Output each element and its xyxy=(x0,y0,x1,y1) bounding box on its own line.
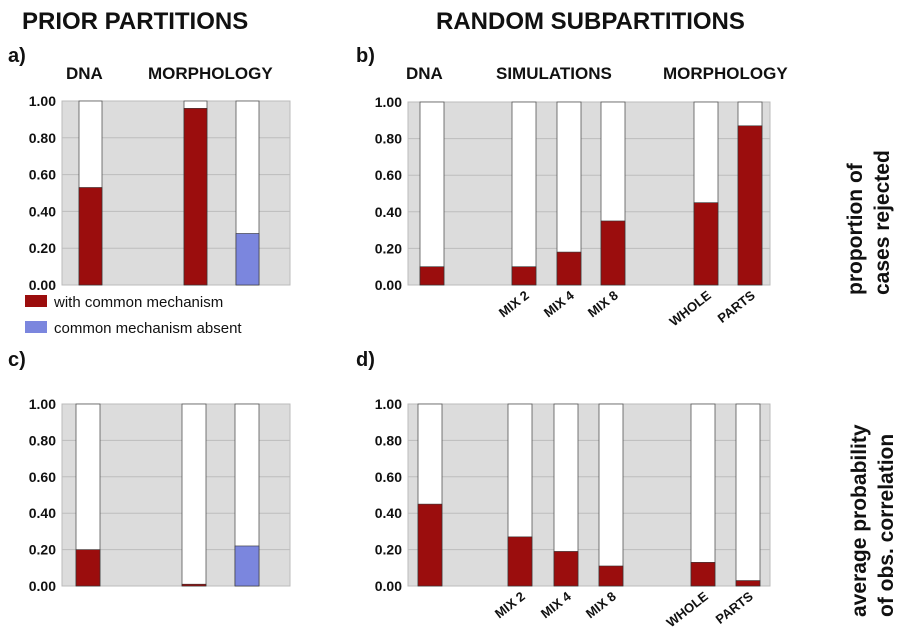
panels: a)DNA MORPHOLOGY0.000.200.400.600.801.00b… xyxy=(8,45,788,630)
panel-label-b: b) xyxy=(356,45,375,67)
y-tick-label: 0.60 xyxy=(29,469,56,485)
category-label: MIX 4 xyxy=(538,588,575,621)
y-tick-label: 0.60 xyxy=(29,167,56,183)
bar-value xyxy=(556,251,582,286)
bar-value xyxy=(737,125,763,286)
category-label: WHOLE xyxy=(666,287,714,329)
group-label: DNA xyxy=(66,64,103,83)
bar-background xyxy=(735,403,761,587)
plot-frame xyxy=(61,100,291,286)
y-tick-label: 0.00 xyxy=(29,578,56,594)
bar-value xyxy=(75,549,101,587)
category-label: PARTS xyxy=(715,287,758,326)
y-tick-label: 1.00 xyxy=(29,93,56,109)
panel-label-c: c) xyxy=(8,349,26,371)
y-tick-label: 0.00 xyxy=(375,277,402,293)
group-label: DNA xyxy=(406,64,443,83)
bar-value xyxy=(181,583,207,587)
y-tick-label: 1.00 xyxy=(375,396,402,412)
y-tick-label: 0.60 xyxy=(375,167,402,183)
header-prior-partitions: PRIOR PARTITIONS xyxy=(22,8,248,35)
y-tick-label: 0.80 xyxy=(29,432,56,448)
bar-value xyxy=(78,187,103,286)
chart-panel-c: c) 0.00 0.20 0.40 0.60 0.80 1.00 xyxy=(8,349,291,594)
category-label: WHOLE xyxy=(663,588,711,630)
plot-frame xyxy=(61,403,291,587)
bar-value xyxy=(511,266,537,286)
bar-value xyxy=(183,108,208,286)
y-tick-label: 0.40 xyxy=(29,203,56,219)
chart-panel-d: d) 0.00 0.20 0.40 0.60 0.80 1.00 MIX 2 MIX 4 MIX … xyxy=(356,349,771,630)
chart-panel-b: b) DNA SIMULATIONS MORPHOLOGY 0.00 0.20 0.40 0.… xyxy=(356,45,788,329)
legend-label-absent: common mechanism absent xyxy=(54,320,242,337)
legend-label-with: with common mechanism xyxy=(53,294,223,311)
bar-value xyxy=(735,580,761,587)
ylabel-top-line1: proportion of xyxy=(844,162,867,295)
category-label: MIX 2 xyxy=(492,589,528,622)
bar-value xyxy=(507,536,533,587)
legend: with common mechanism common mechanism a… xyxy=(25,294,242,337)
y-tick-label: 0.20 xyxy=(29,240,56,256)
ylabel-top: proportion of cases rejected xyxy=(844,150,894,295)
bar-value xyxy=(598,565,624,587)
ylabel-bottom: average probability of obs. correlation xyxy=(848,424,898,617)
y-tick-label: 0.80 xyxy=(375,131,402,147)
category-label: PARTS xyxy=(713,588,756,627)
bar-background xyxy=(598,403,624,587)
category-label: MIX 8 xyxy=(585,288,621,321)
bar-background xyxy=(690,403,716,587)
category-label: MIX 4 xyxy=(541,287,578,320)
y-tick-label: 0.80 xyxy=(375,432,402,448)
bar-value xyxy=(417,503,443,587)
plot-frame xyxy=(407,403,771,587)
bar-background xyxy=(511,101,537,286)
ylabel-bottom-line2: of obs. correlation xyxy=(875,434,898,617)
header-random-subpartitions: RANDOM SUBPARTITIONS xyxy=(436,8,745,35)
group-label: MORPHOLOGY xyxy=(663,64,788,83)
bar-background xyxy=(181,403,207,587)
y-tick-label: 0.20 xyxy=(375,240,402,256)
bar-value xyxy=(693,202,719,286)
bar-value xyxy=(553,551,579,587)
y-tick-label: 0.40 xyxy=(375,505,402,521)
y-tick-label: 0.00 xyxy=(29,277,56,293)
group-label: MORPHOLOGY xyxy=(148,64,273,83)
legend-swatch-with xyxy=(25,295,47,307)
ylabel-top-line2: cases rejected xyxy=(871,150,894,295)
y-tick-label: 0.60 xyxy=(375,469,402,485)
legend-swatch-absent xyxy=(25,321,47,333)
bar-value xyxy=(600,220,626,286)
panel-label-a: a) xyxy=(8,45,26,67)
bar-value xyxy=(419,266,445,286)
y-tick-label: 0.40 xyxy=(375,204,402,220)
y-tick-label: 0.00 xyxy=(375,578,402,594)
plot-area xyxy=(408,404,770,586)
bar-value xyxy=(234,545,260,587)
group-label: SIMULATIONS xyxy=(496,64,612,83)
category-label: MIX 8 xyxy=(583,589,619,622)
bar-value xyxy=(690,562,716,587)
bar-background xyxy=(419,101,445,286)
y-tick-label: 1.00 xyxy=(375,94,402,110)
panel-label-d: d) xyxy=(356,349,375,371)
y-tick-label: 0.80 xyxy=(29,130,56,146)
y-tick-label: 0.20 xyxy=(29,542,56,558)
category-label: MIX 2 xyxy=(496,288,532,321)
plot-frame xyxy=(407,101,771,286)
y-tick-label: 0.40 xyxy=(29,505,56,521)
bar-value xyxy=(235,233,260,286)
chart-panel-a: a) DNA MORPHOLOGY 0.00 0.20 0.40 0.60 0.80 1.00 xyxy=(8,45,291,293)
ylabel-bottom-line1: average probability xyxy=(848,424,871,617)
y-tick-label: 1.00 xyxy=(29,396,56,412)
y-tick-label: 0.20 xyxy=(375,542,402,558)
